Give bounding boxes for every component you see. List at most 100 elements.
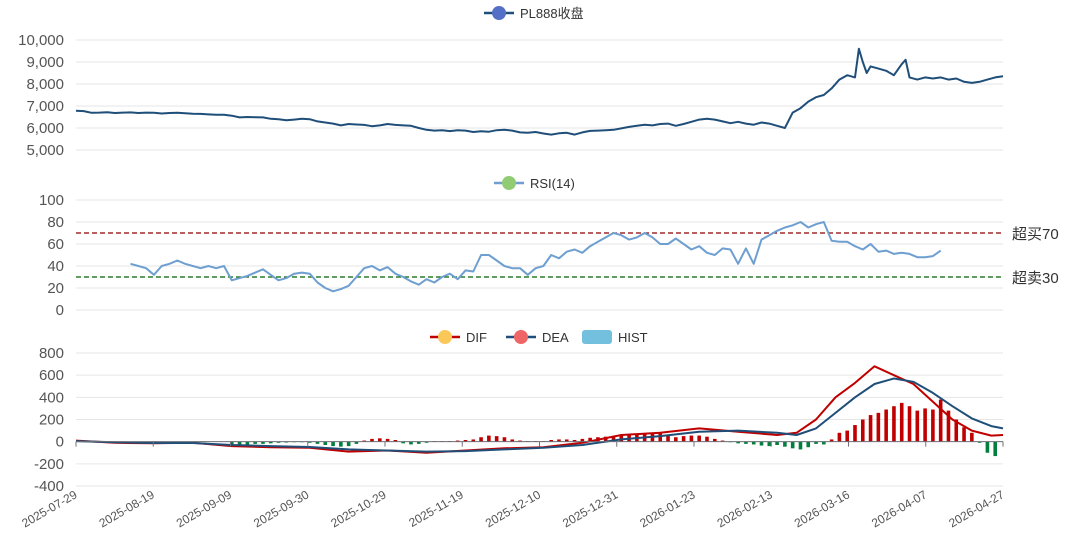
hist-bar <box>705 436 709 442</box>
hist-bar <box>822 441 826 445</box>
hist-bar <box>253 441 257 444</box>
hist-bar <box>767 441 772 447</box>
hist-bar <box>751 441 756 445</box>
x-tick-label: 2026-04-27 <box>946 487 1006 530</box>
hist-bar <box>970 432 974 442</box>
reference-label: 超卖30 <box>1012 270 1059 287</box>
y-tick-label: 9,000 <box>26 54 64 71</box>
hist-bar <box>736 441 740 444</box>
hist-bar <box>229 441 234 445</box>
hist-bar <box>674 437 678 442</box>
hist-bar <box>720 440 725 442</box>
hist-bar <box>954 419 959 442</box>
hist-bar <box>557 439 561 442</box>
hist-bar <box>479 437 483 442</box>
series-line-dea <box>75 377 1004 453</box>
y-tick-label: 600 <box>39 367 64 384</box>
hist-bar <box>837 432 842 442</box>
x-tick-label: 2025-10-29 <box>328 487 388 530</box>
hist-bar <box>985 441 990 453</box>
hist-bar <box>744 441 748 444</box>
hist-bar <box>588 437 592 442</box>
hist-bar <box>237 441 242 447</box>
hist-bar <box>502 437 507 442</box>
y-tick-label: 60 <box>47 236 64 253</box>
x-tick-label: 2026-01-23 <box>637 487 697 530</box>
hist-bar <box>339 441 343 447</box>
hist-bar <box>494 436 499 442</box>
y-tick-label: 10,000 <box>18 32 64 49</box>
hist-bar <box>549 440 553 442</box>
hist-bar <box>261 441 265 444</box>
hist-bar <box>362 440 367 442</box>
hist-bar <box>931 409 935 442</box>
x-tick-label: 2025-09-09 <box>174 487 234 530</box>
hist-bar <box>603 436 608 442</box>
legend-marker <box>582 330 612 344</box>
hist-bar <box>510 439 515 442</box>
hist-bar <box>860 419 865 442</box>
legend-label: RSI(14) <box>530 176 575 191</box>
legend-label: PL888收盘 <box>520 6 584 21</box>
hist-bar <box>845 430 850 442</box>
hist-bar <box>962 427 966 442</box>
y-tick-label: 800 <box>39 345 64 362</box>
y-tick-label: 100 <box>39 192 64 209</box>
hist-bar <box>666 435 670 442</box>
series-line-rsi-14- <box>130 221 942 293</box>
y-tick-label: 20 <box>47 280 64 297</box>
y-tick-label: 6,000 <box>26 120 64 137</box>
x-tick-label: 2026-03-16 <box>792 487 852 530</box>
y-tick-label: -400 <box>34 478 64 495</box>
hist-bar <box>658 433 663 442</box>
hist-bar <box>689 435 694 442</box>
legend-marker <box>438 330 452 344</box>
hist-bar <box>245 441 250 445</box>
hist-bar <box>899 402 904 442</box>
hist-bar <box>315 441 320 444</box>
x-tick-label: 2026-02-13 <box>715 487 775 530</box>
hist-bar <box>829 439 834 442</box>
hist-bar <box>268 441 273 444</box>
hist-bar <box>853 425 857 442</box>
y-tick-label: 8,000 <box>26 76 64 93</box>
legend-marker <box>492 6 506 20</box>
hist-bar <box>572 440 577 442</box>
hist-bar <box>307 441 312 443</box>
hist-bar <box>681 436 686 442</box>
hist-bar <box>876 412 881 442</box>
legend-label: DEA <box>542 330 569 345</box>
hist-bar <box>798 441 803 450</box>
hist-bar <box>907 406 912 442</box>
y-tick-label: 400 <box>39 389 64 406</box>
hist-bar <box>487 435 491 442</box>
hist-bar <box>892 406 896 442</box>
hist-bar <box>409 441 413 445</box>
hist-bar <box>775 441 779 445</box>
hist-bar <box>323 441 328 445</box>
hist-bar <box>471 439 476 442</box>
hist-bar <box>370 438 374 442</box>
hist-bar <box>331 441 335 447</box>
x-tick-label: 2025-12-10 <box>483 487 543 530</box>
hist-bar <box>416 441 421 444</box>
y-tick-label: 40 <box>47 258 64 275</box>
hist-bar <box>580 438 585 442</box>
hist-bar <box>977 441 982 443</box>
series-line-dif <box>75 365 1004 454</box>
y-tick-label: 200 <box>39 412 64 429</box>
hist-bar <box>455 440 460 442</box>
hist-bar <box>401 441 405 444</box>
legend-label: DIF <box>466 330 487 345</box>
x-tick-label: 2025-11-19 <box>406 487 466 530</box>
x-tick-label: 2025-09-30 <box>251 487 311 530</box>
hist-bar <box>712 438 717 442</box>
y-tick-label: 7,000 <box>26 98 64 115</box>
hist-bar <box>915 410 920 442</box>
hist-bar <box>393 440 398 442</box>
hist-bar <box>783 441 787 447</box>
y-tick-label: 5,000 <box>26 142 64 159</box>
y-tick-label: 80 <box>47 214 64 231</box>
